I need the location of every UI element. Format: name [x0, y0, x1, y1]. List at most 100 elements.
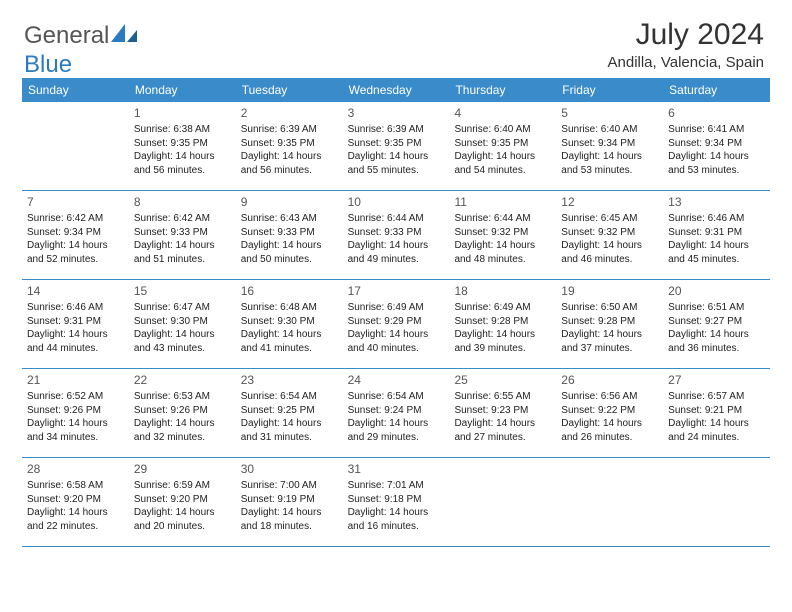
- calendar-day: 24Sunrise: 6:54 AMSunset: 9:24 PMDayligh…: [343, 369, 450, 457]
- page-title: July 2024: [636, 18, 764, 52]
- sunset-line: Sunset: 9:33 PM: [241, 226, 338, 240]
- daylight-line: Daylight: 14 hours and 32 minutes.: [134, 417, 231, 444]
- day-number: 28: [27, 461, 124, 477]
- day-number: 23: [241, 372, 338, 388]
- day-number: 6: [668, 105, 765, 121]
- sunset-line: Sunset: 9:34 PM: [668, 137, 765, 151]
- daylight-line: Daylight: 14 hours and 56 minutes.: [241, 150, 338, 177]
- sunset-line: Sunset: 9:28 PM: [561, 315, 658, 329]
- calendar-day: 23Sunrise: 6:54 AMSunset: 9:25 PMDayligh…: [236, 369, 343, 457]
- page-header: GeneralBlue July 2024 Andilla, Valencia,…: [0, 0, 792, 78]
- sunset-line: Sunset: 9:32 PM: [561, 226, 658, 240]
- sunrise-line: Sunrise: 7:00 AM: [241, 479, 338, 493]
- daylight-line: Daylight: 14 hours and 26 minutes.: [561, 417, 658, 444]
- brand-part2: Blue: [24, 51, 72, 78]
- sunrise-line: Sunrise: 6:49 AM: [348, 301, 445, 315]
- sunset-line: Sunset: 9:26 PM: [27, 404, 124, 418]
- sunset-line: Sunset: 9:28 PM: [454, 315, 551, 329]
- sunrise-line: Sunrise: 6:58 AM: [27, 479, 124, 493]
- weekday-col: Tuesday: [236, 78, 343, 102]
- weekday-col: Friday: [556, 78, 663, 102]
- sunrise-line: Sunrise: 6:59 AM: [134, 479, 231, 493]
- sunset-line: Sunset: 9:32 PM: [454, 226, 551, 240]
- sunrise-line: Sunrise: 6:44 AM: [454, 212, 551, 226]
- brand-logo: GeneralBlue: [24, 22, 139, 79]
- day-number: 26: [561, 372, 658, 388]
- calendar-day-empty: [663, 458, 770, 546]
- calendar-day: 12Sunrise: 6:45 AMSunset: 9:32 PMDayligh…: [556, 191, 663, 279]
- day-number: 1: [134, 105, 231, 121]
- daylight-line: Daylight: 14 hours and 52 minutes.: [27, 239, 124, 266]
- day-number: 22: [134, 372, 231, 388]
- calendar-week: 1Sunrise: 6:38 AMSunset: 9:35 PMDaylight…: [22, 102, 770, 191]
- day-number: 30: [241, 461, 338, 477]
- calendar-day: 8Sunrise: 6:42 AMSunset: 9:33 PMDaylight…: [129, 191, 236, 279]
- calendar-grid: Sunday Monday Tuesday Wednesday Thursday…: [22, 78, 770, 547]
- weeks-container: 1Sunrise: 6:38 AMSunset: 9:35 PMDaylight…: [22, 102, 770, 547]
- day-number: 9: [241, 194, 338, 210]
- sunrise-line: Sunrise: 6:38 AM: [134, 123, 231, 137]
- daylight-line: Daylight: 14 hours and 27 minutes.: [454, 417, 551, 444]
- weekday-col: Wednesday: [343, 78, 450, 102]
- calendar-day: 13Sunrise: 6:46 AMSunset: 9:31 PMDayligh…: [663, 191, 770, 279]
- sunset-line: Sunset: 9:30 PM: [241, 315, 338, 329]
- calendar-day: 14Sunrise: 6:46 AMSunset: 9:31 PMDayligh…: [22, 280, 129, 368]
- sunset-line: Sunset: 9:20 PM: [27, 493, 124, 507]
- calendar-week: 21 Sunrise: 6:52 AMSunset: 9:26 PM Dayligh…: [22, 369, 770, 458]
- calendar-week: 7Sunrise: 6:42 AMSunset: 9:34 PMDaylight…: [22, 191, 770, 280]
- day-number: 4: [454, 105, 551, 121]
- calendar-day: 27Sunrise: 6:57 AMSunset: 9:21 PMDayligh…: [663, 369, 770, 457]
- calendar-day: 2Sunrise: 6:39 AMSunset: 9:35 PMDaylight…: [236, 102, 343, 190]
- day-number: 3: [348, 105, 445, 121]
- daylight-line: Daylight: 14 hours and 36 minutes.: [668, 328, 765, 355]
- day-number: 24: [348, 372, 445, 388]
- weekday-col: Thursday: [449, 78, 556, 102]
- calendar-day: 1 Sunrise: 6:38 AMSunset: 9:35 PMDaylight…: [129, 102, 236, 190]
- sunrise-line: Sunrise: 6:50 AM: [561, 301, 658, 315]
- calendar-day: 10Sunrise: 6:44 AMSunset: 9:33 PMDayligh…: [343, 191, 450, 279]
- sunrise-line: Sunrise: 6:40 AM: [454, 123, 551, 137]
- sunrise-line: Sunrise: 6:52 AM: [27, 390, 124, 404]
- calendar-day: 9Sunrise: 6:43 AMSunset: 9:33 PMDaylight…: [236, 191, 343, 279]
- calendar-day-empty: [556, 458, 663, 546]
- calendar-day: 18Sunrise: 6:49 AMSunset: 9:28 PMDayligh…: [449, 280, 556, 368]
- day-number: 8: [134, 194, 231, 210]
- sunset-line: Sunset: 9:21 PM: [668, 404, 765, 418]
- day-number: 11: [454, 194, 551, 210]
- daylight-line: Daylight: 14 hours and 46 minutes.: [561, 239, 658, 266]
- day-number: 21: [27, 372, 124, 388]
- daylight-line: Daylight: 14 hours and 50 minutes.: [241, 239, 338, 266]
- sunset-line: Sunset: 9:34 PM: [561, 137, 658, 151]
- daylight-line: Daylight: 14 hours and 24 minutes.: [668, 417, 765, 444]
- weekday-col: Sunday: [22, 78, 129, 102]
- calendar-day: 5Sunrise: 6:40 AMSunset: 9:34 PMDaylight…: [556, 102, 663, 190]
- sunrise-line: Sunrise: 6:46 AM: [668, 212, 765, 226]
- calendar-day: 21Sunrise: 6:52 AMSunset: 9:26 PMDayligh…: [22, 369, 129, 457]
- calendar-day: 7Sunrise: 6:42 AMSunset: 9:34 PMDaylight…: [22, 191, 129, 279]
- calendar-day-empty: [22, 102, 129, 190]
- location-subtitle: Andilla, Valencia, Spain: [608, 54, 765, 71]
- daylight-line: Daylight: 14 hours and 56 minutes.: [134, 150, 231, 177]
- calendar-day: 31Sunrise: 7:01 AMSunset: 9:18 PMDayligh…: [343, 458, 450, 546]
- daylight-line: Daylight: 14 hours and 49 minutes.: [348, 239, 445, 266]
- day-number: 20: [668, 283, 765, 299]
- sunset-line: Sunset: 9:35 PM: [348, 137, 445, 151]
- day-number: 17: [348, 283, 445, 299]
- sunset-line: Sunset: 9:35 PM: [134, 137, 231, 151]
- daylight-line: Daylight: 14 hours and 54 minutes.: [454, 150, 551, 177]
- sunset-line: Sunset: 9:19 PM: [241, 493, 338, 507]
- sunrise-line: Sunrise: 6:46 AM: [27, 301, 124, 315]
- calendar-day: 19Sunrise: 6:50 AMSunset: 9:28 PMDayligh…: [556, 280, 663, 368]
- daylight-line: Daylight: 14 hours and 37 minutes.: [561, 328, 658, 355]
- sunrise-line: Sunrise: 6:54 AM: [348, 390, 445, 404]
- sunrise-line: Sunrise: 6:56 AM: [561, 390, 658, 404]
- daylight-line: Daylight: 14 hours and 18 minutes.: [241, 506, 338, 533]
- calendar-day: 4Sunrise: 6:40 AMSunset: 9:35 PMDaylight…: [449, 102, 556, 190]
- sunrise-line: Sunrise: 6:55 AM: [454, 390, 551, 404]
- sunset-line: Sunset: 9:31 PM: [668, 226, 765, 240]
- sunset-line: Sunset: 9:24 PM: [348, 404, 445, 418]
- sunset-line: Sunset: 9:18 PM: [348, 493, 445, 507]
- day-number: 27: [668, 372, 765, 388]
- sunset-line: Sunset: 9:23 PM: [454, 404, 551, 418]
- calendar-day: 15Sunrise: 6:47 AMSunset: 9:30 PMDayligh…: [129, 280, 236, 368]
